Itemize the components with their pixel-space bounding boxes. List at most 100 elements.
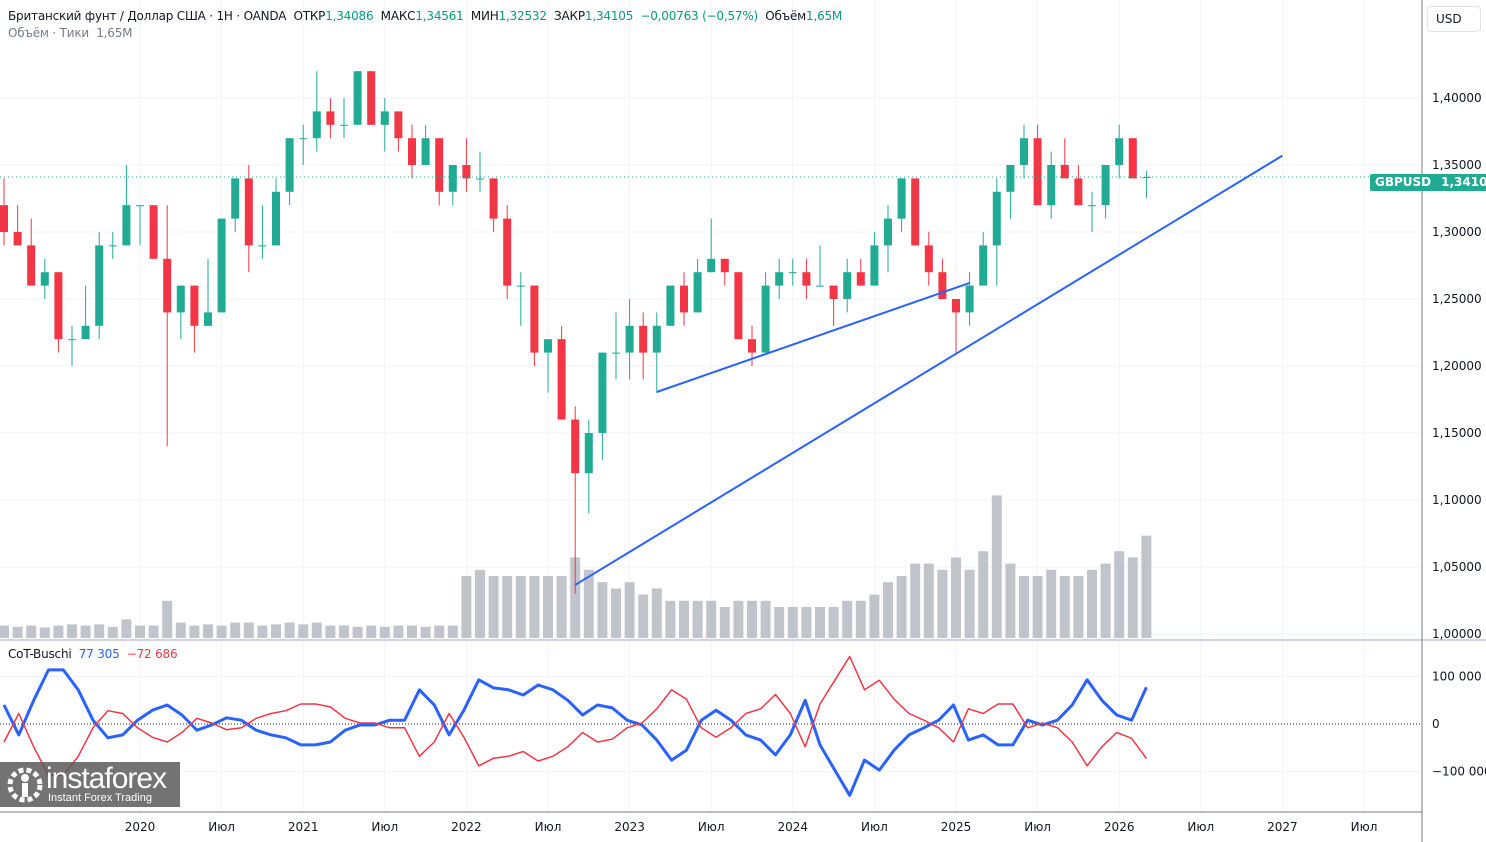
volume-bar	[815, 607, 825, 638]
candle-body	[54, 272, 63, 340]
candle-body	[870, 245, 879, 286]
close-label: ЗАКР	[554, 9, 585, 23]
volume-bar	[896, 576, 907, 638]
volume-bar	[0, 625, 9, 638]
volume-bar	[1005, 563, 1016, 638]
high-label: МАКС	[380, 9, 416, 23]
high-value: 1,34561	[415, 9, 464, 23]
candle-body	[829, 285, 838, 299]
candle-body	[1088, 205, 1096, 207]
candle-body	[938, 272, 947, 299]
volume-value: 1,65M	[806, 9, 843, 23]
volume-bar	[529, 576, 540, 638]
volume-bar	[665, 600, 676, 638]
candle-body	[680, 285, 688, 313]
candle-body	[965, 285, 974, 313]
time-tick-label: Июл	[1351, 820, 1378, 834]
volume-bar	[774, 607, 785, 638]
candle-body	[516, 285, 525, 287]
volume-bar	[937, 569, 948, 638]
volume-bar	[488, 576, 499, 638]
time-tick-label: Июл	[371, 820, 398, 834]
candle-body	[761, 285, 770, 353]
instaforex-logo: instaforex Instant Forex Trading	[0, 762, 180, 807]
candle-body	[1020, 138, 1028, 165]
candle-body	[952, 299, 960, 313]
candle-body	[489, 178, 498, 219]
volume-bar	[583, 569, 594, 638]
price-tick-label: 1,05000	[1432, 560, 1482, 574]
time-tick-label: Июл	[1024, 820, 1051, 834]
price-tick-label: 1,35000	[1432, 158, 1482, 172]
candle-body	[272, 191, 280, 246]
volume-bar	[801, 607, 812, 638]
volume-bar	[94, 624, 105, 638]
candle-body	[612, 352, 620, 354]
volume-bar	[1059, 576, 1070, 638]
candle-body	[448, 165, 457, 192]
price-tick-label: 1,40000	[1432, 91, 1482, 105]
cot-short-line	[3, 655, 1148, 777]
volume-bar	[162, 600, 173, 638]
volume-bar	[597, 582, 608, 638]
volume-legend[interactable]: Объём · Тики 1,65M	[8, 26, 132, 40]
volume-bar	[135, 625, 145, 638]
candle-body	[408, 138, 416, 165]
candle-body	[544, 339, 552, 353]
candle-body	[720, 258, 729, 273]
volume-bar	[80, 625, 91, 638]
volume-bar	[556, 576, 567, 638]
candle-body	[1128, 138, 1137, 179]
volume-bar	[515, 576, 526, 638]
indicator-legend[interactable]: CoT-Buschi 77 305 −72 686	[8, 647, 178, 661]
candle-body	[816, 285, 824, 287]
candle-body	[1074, 178, 1083, 206]
candle-body	[258, 245, 267, 247]
candle-body	[204, 312, 212, 326]
volume-bar	[148, 625, 159, 638]
candle-body	[530, 285, 539, 353]
volume-bar	[624, 582, 635, 638]
candle-body	[353, 71, 362, 125]
candle-body	[802, 272, 811, 286]
volume-legend-value: 1,65M	[96, 26, 133, 40]
candle-body	[108, 245, 117, 247]
candle-body	[176, 285, 185, 313]
candle-body	[843, 272, 852, 299]
volume-bar	[1087, 569, 1097, 638]
open-label: ОТКР	[293, 9, 326, 23]
candle-body	[1047, 165, 1056, 206]
price-tag-symbol: GBPUSD	[1375, 175, 1432, 189]
volume-bar	[447, 625, 458, 638]
candle-body	[734, 272, 743, 340]
trendline	[574, 154, 1283, 586]
price-tick-label: 1,00000	[1432, 627, 1482, 641]
candle-body	[639, 325, 648, 353]
price-tick-label: 1,20000	[1432, 359, 1482, 373]
candle-body	[707, 258, 716, 273]
candle-body	[557, 339, 566, 420]
volume-bar	[679, 600, 689, 638]
candle-body	[122, 205, 131, 246]
candle-body	[40, 272, 49, 286]
volume-bar	[855, 600, 866, 638]
volume-bar	[828, 607, 839, 638]
volume-bar	[978, 551, 989, 638]
volume-label: Объём	[765, 9, 807, 23]
volume-bar	[719, 607, 730, 638]
cot-long-line	[2, 668, 1148, 797]
time-tick-label: 2027	[1267, 820, 1298, 834]
candle-body	[571, 419, 580, 474]
candle-body	[1101, 165, 1110, 206]
volume-bar	[1019, 576, 1029, 638]
symbol-title[interactable]: Британский фунт / Доллар США · 1H · OAND…	[8, 9, 287, 23]
currency-button[interactable]: USD	[1427, 6, 1481, 32]
volume-bar	[991, 495, 1002, 638]
candle-body	[584, 433, 593, 474]
candle-body	[1115, 138, 1124, 165]
candle-body	[979, 245, 988, 286]
volume-bar	[1127, 557, 1138, 638]
volume-bar	[26, 625, 37, 638]
volume-bar	[1100, 563, 1111, 638]
